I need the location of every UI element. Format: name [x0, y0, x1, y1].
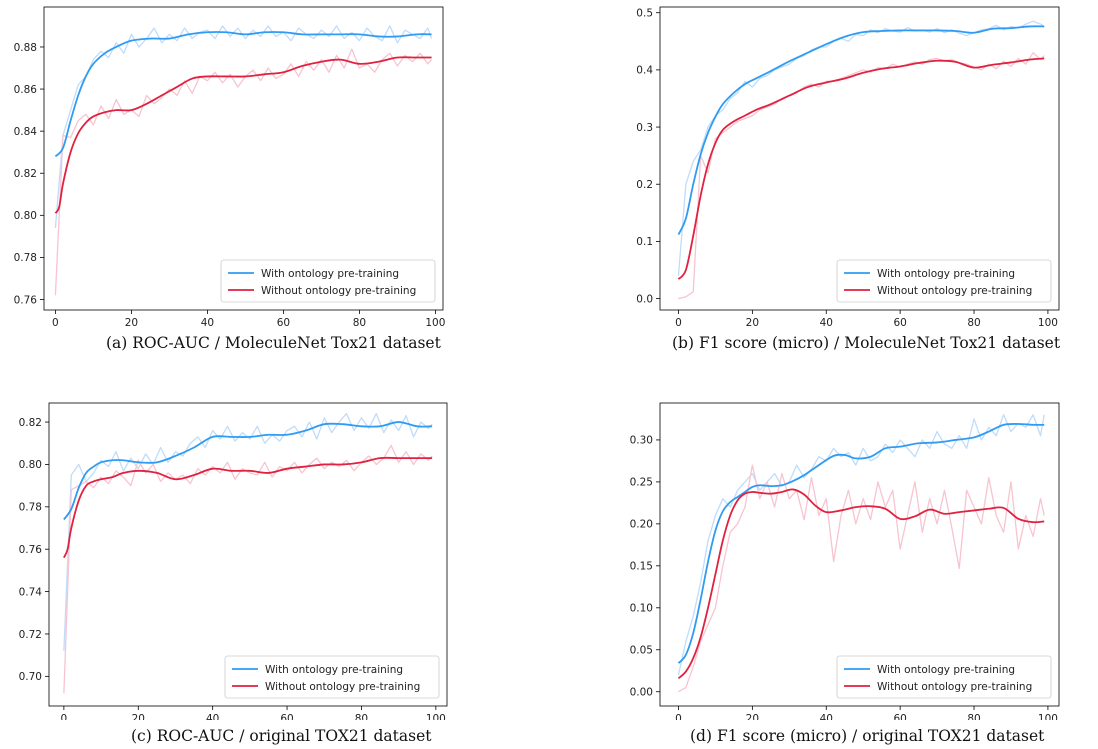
legend-with-ontology-label: With ontology pre-training	[877, 664, 1015, 676]
x-tick-label: 100	[1038, 317, 1058, 329]
chart-panel-c: 0 20 40 60 80 100 0.70 0.72 0.74 0.76 0.78 0.80 0.82…	[0, 390, 549, 720]
x-tick-label: 80	[967, 317, 980, 329]
y-tick-label: 0.82	[19, 417, 42, 429]
caption-d: (d) F1 score (micro) / original TOX21 da…	[690, 727, 1045, 745]
y-tick-label: 0.30	[630, 435, 653, 447]
x-tick-label: 20	[132, 713, 145, 720]
legend-without-ontology-label: Without ontology pre-training	[265, 681, 420, 693]
y-tick-label: 0.82	[14, 168, 37, 180]
y-tick-label: 0.0	[636, 293, 653, 305]
legend-without-ontology-label: Without ontology pre-training	[877, 681, 1032, 693]
x-tick-label: 40	[201, 317, 214, 329]
legend-box	[836, 655, 1052, 699]
x-tick-label: 20	[125, 317, 138, 329]
legend: With ontology pre-training Without ontolo…	[836, 655, 1052, 699]
with-ontology-raw-line	[63, 412, 433, 651]
x-tick-label: 40	[206, 713, 219, 720]
plot-frame	[43, 6, 444, 311]
y-tick-label: 0.00	[630, 687, 653, 699]
y-tick-label: 0.80	[19, 459, 42, 471]
x-tick-label: 0	[675, 713, 682, 720]
x-tick-label: 60	[280, 713, 293, 720]
x-tick-label: 0	[675, 317, 682, 329]
legend-with-ontology-label: With ontology pre-training	[261, 268, 399, 280]
y-tick-label: 0.86	[14, 84, 38, 96]
chart-d: 0 20 40 60 80 100 0.00 0.05 0.10 0.15 0.20 0.25 0.30…	[630, 402, 1060, 720]
legend-box	[220, 259, 436, 303]
chart-c: 0 20 40 60 80 100 0.70 0.72 0.74 0.76 0.78 0.80 0.82…	[19, 402, 448, 720]
without-ontology-line	[677, 57, 1045, 280]
y-tick-label: 0.78	[14, 252, 37, 264]
y-tick-label: 0.88	[14, 42, 37, 54]
legend-with-ontology-label: With ontology pre-training	[265, 664, 403, 676]
x-tick-label: 100	[426, 713, 446, 720]
x-tick-label: 60	[893, 317, 906, 329]
caption-b: (b) F1 score (micro) / MoleculeNet Tox21…	[672, 334, 1061, 352]
x-tick-label: 20	[746, 713, 759, 720]
y-tick-label: 0.1	[636, 236, 653, 248]
chart-panel-b: 0 20 40 60 80 100 0.0 0.1 0.2 0.3 0.4 0.5 With ontol…	[549, 0, 1098, 330]
legend: With ontology pre-training Without ontolo…	[224, 655, 440, 699]
chart-b: 0 20 40 60 80 100 0.0 0.1 0.2 0.3 0.4 0.5 With ontol…	[636, 6, 1060, 329]
chart-panel-a: 0 20 40 60 80 100 0.76 0.78 0.80 0.82 0.84 0.86 0.88…	[0, 0, 549, 330]
chart-panel-d: 0 20 40 60 80 100 0.00 0.05 0.10 0.15 0.20 0.25 0.30…	[549, 390, 1098, 720]
plot-frame	[48, 402, 448, 707]
plot-frame	[659, 6, 1060, 311]
without-ontology-line	[54, 56, 432, 214]
y-tick-label: 0.2	[636, 179, 653, 191]
x-tick-label: 80	[353, 317, 366, 329]
without-ontology-line	[63, 456, 433, 559]
with-ontology-raw-line	[677, 414, 1045, 676]
y-tick-label: 0.72	[19, 629, 42, 641]
y-tick-label: 0.76	[19, 544, 43, 556]
x-tick-label: 40	[820, 317, 833, 329]
x-tick-label: 100	[1038, 713, 1058, 720]
without-ontology-raw-line	[63, 444, 433, 694]
legend-without-ontology-label: Without ontology pre-training	[261, 285, 416, 297]
x-tick-label: 80	[967, 713, 980, 720]
x-tick-label: 100	[425, 317, 445, 329]
y-tick-label: 0.70	[19, 671, 42, 683]
with-ontology-line	[63, 421, 433, 521]
y-tick-label: 0.3	[636, 122, 653, 134]
with-ontology-line	[677, 25, 1045, 235]
y-tick-label: 0.05	[630, 645, 653, 657]
caption-c: (c) ROC-AUC / original TOX21 dataset	[131, 727, 432, 745]
plot-frame	[659, 402, 1060, 707]
x-tick-label: 0	[52, 317, 59, 329]
legend-with-ontology-label: With ontology pre-training	[877, 268, 1015, 280]
y-tick-label: 0.84	[14, 126, 38, 138]
y-tick-label: 0.76	[14, 294, 38, 306]
y-tick-label: 0.20	[630, 519, 653, 531]
x-tick-label: 80	[355, 713, 368, 720]
x-tick-label: 40	[820, 713, 833, 720]
legend-box	[836, 259, 1052, 303]
legend: With ontology pre-training Without ontolo…	[220, 259, 436, 303]
legend: With ontology pre-training Without ontolo…	[836, 259, 1052, 303]
y-tick-label: 0.25	[630, 477, 653, 489]
with-ontology-raw-line	[677, 20, 1045, 276]
with-ontology-raw-line	[54, 25, 433, 228]
x-tick-label: 0	[61, 713, 68, 720]
without-ontology-raw-line	[54, 48, 433, 296]
x-tick-label: 20	[746, 317, 759, 329]
x-tick-label: 60	[277, 317, 290, 329]
without-ontology-line	[677, 488, 1045, 679]
x-tick-label: 60	[893, 713, 906, 720]
with-ontology-line	[54, 31, 432, 158]
without-ontology-raw-line	[678, 464, 1045, 693]
y-tick-label: 0.15	[630, 561, 653, 573]
chart-a: 0 20 40 60 80 100 0.76 0.78 0.80 0.82 0.84 0.86 0.88…	[14, 6, 445, 329]
y-tick-label: 0.5	[636, 8, 653, 20]
with-ontology-line	[677, 423, 1045, 664]
caption-a: (a) ROC-AUC / MoleculeNet Tox21 dataset	[106, 334, 441, 352]
y-tick-label: 0.4	[636, 65, 653, 77]
y-tick-label: 0.74	[19, 586, 43, 598]
y-tick-label: 0.80	[14, 210, 37, 222]
legend-without-ontology-label: Without ontology pre-training	[877, 285, 1032, 297]
legend-box	[224, 655, 440, 699]
y-tick-label: 0.10	[630, 603, 653, 615]
y-tick-label: 0.78	[19, 502, 42, 514]
